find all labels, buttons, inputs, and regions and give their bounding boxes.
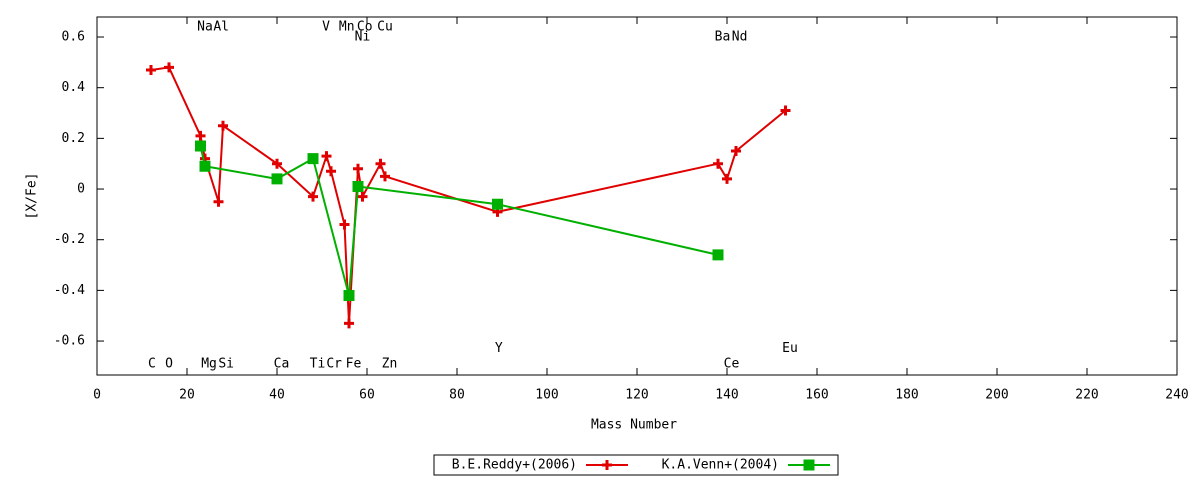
element-label: V xyxy=(322,19,330,34)
plus-marker xyxy=(731,146,741,157)
x-tick-label: 180 xyxy=(895,388,918,403)
element-label: Mn xyxy=(339,19,355,34)
element-label: O xyxy=(165,356,173,371)
element-label: Ca xyxy=(274,356,290,371)
plus-marker xyxy=(213,196,224,207)
element-label: Fe xyxy=(346,356,362,371)
legend-marker xyxy=(602,460,612,470)
series-line xyxy=(150,66,787,324)
x-tick-label: 140 xyxy=(715,388,738,403)
y-tick-label: -0.2 xyxy=(54,232,85,247)
element-label: Y xyxy=(495,341,503,356)
x-tick-label: 20 xyxy=(179,388,195,403)
y-axis-label: [X/Fe] xyxy=(25,173,40,220)
plus-marker xyxy=(339,219,350,230)
element-label: Na xyxy=(197,19,213,34)
cross-marker xyxy=(307,153,319,165)
element-label: Si xyxy=(218,356,234,371)
element-label: C xyxy=(148,356,156,371)
legend-box xyxy=(433,454,839,476)
element-label: Ni xyxy=(355,30,371,45)
x-tick-label: 220 xyxy=(1075,388,1098,403)
element-label: Eu xyxy=(782,341,798,356)
element-label: Co xyxy=(357,19,373,34)
x-tick-label: 240 xyxy=(1165,388,1188,403)
series-line xyxy=(199,145,719,296)
cross-marker xyxy=(199,160,211,172)
element-label: Ce xyxy=(724,356,740,371)
element-label: Nd xyxy=(732,30,748,45)
plus-marker xyxy=(272,158,282,169)
x-tick-label: 100 xyxy=(535,388,558,403)
element-label: Al xyxy=(213,19,229,34)
cross-marker xyxy=(343,289,355,301)
element-label: Zn xyxy=(382,356,398,371)
y-tick-label: -0.6 xyxy=(54,334,85,349)
legend-marker xyxy=(803,459,815,471)
y-tick-label: -0.4 xyxy=(54,283,85,298)
x-axis-label: Mass Number xyxy=(591,418,677,433)
cross-marker xyxy=(492,198,503,210)
plot-frame xyxy=(96,16,1178,376)
x-tick-label: 0 xyxy=(93,388,101,403)
x-tick-label: 160 xyxy=(805,388,828,403)
element-label: Mg xyxy=(201,356,217,371)
y-tick-label: 0.2 xyxy=(62,131,85,146)
cross-marker xyxy=(271,173,283,185)
plus-marker xyxy=(146,64,156,75)
cross-marker xyxy=(352,180,364,192)
x-tick-label: 120 xyxy=(625,388,648,403)
plus-marker xyxy=(713,158,723,169)
plus-marker xyxy=(375,158,386,169)
plus-marker xyxy=(353,163,363,174)
x-tick-label: 40 xyxy=(269,388,285,403)
legend-label: B.E.Reddy+(2006) xyxy=(452,458,577,473)
plus-marker xyxy=(344,318,354,329)
legend-label: K.A.Venn+(2004) xyxy=(662,458,779,473)
plus-marker xyxy=(195,130,206,141)
x-tick-label: 200 xyxy=(985,388,1008,403)
plus-marker xyxy=(164,62,174,73)
plus-marker xyxy=(308,191,318,202)
element-label: Cr xyxy=(326,356,342,371)
cross-marker xyxy=(195,140,206,152)
y-tick-label: 0 xyxy=(77,182,85,197)
x-tick-label: 60 xyxy=(359,388,375,403)
plus-marker xyxy=(722,173,732,184)
plus-marker xyxy=(321,151,332,162)
cross-marker xyxy=(712,249,724,261)
plus-marker xyxy=(780,105,791,116)
plus-marker xyxy=(218,120,228,131)
plus-marker xyxy=(326,166,336,177)
y-tick-label: 0.4 xyxy=(62,80,86,95)
plus-marker xyxy=(380,171,390,182)
x-tick-label: 80 xyxy=(449,388,465,403)
y-tick-label: 0.6 xyxy=(62,30,85,45)
element-label: Ti xyxy=(310,356,326,371)
element-label: Cu xyxy=(377,19,393,34)
element-label: Ba xyxy=(715,30,731,45)
plus-marker xyxy=(357,191,368,202)
